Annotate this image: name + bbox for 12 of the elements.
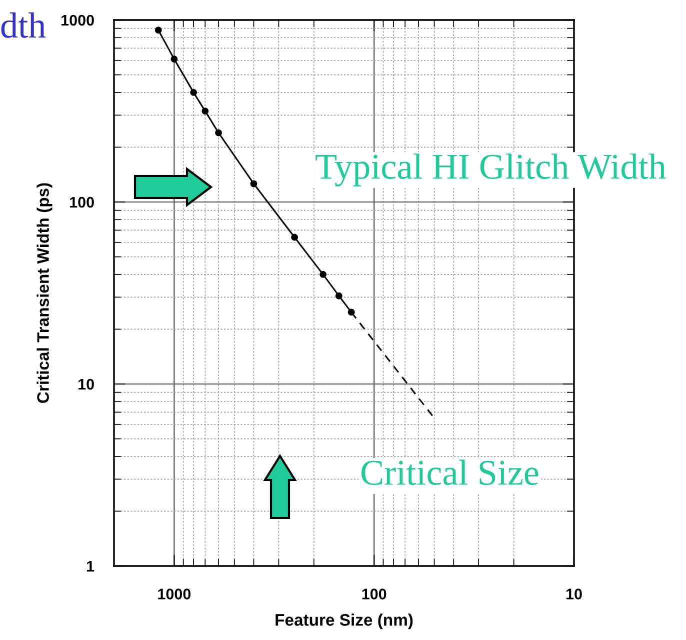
- y-tick-label: 1000: [62, 14, 94, 26]
- y-tick-label: 100: [70, 196, 94, 208]
- x-tick-label: 100: [362, 588, 386, 600]
- x-tick-label: 10: [566, 588, 582, 600]
- text: dth: [1, 12, 46, 38]
- x-tick-label: 1000: [158, 588, 191, 600]
- y-axis-title: Critical Transient Width (ps): [36, 183, 52, 403]
- x-axis-title: Feature Size (nm): [276, 614, 413, 630]
- y-tick-label: 1: [87, 561, 94, 572]
- annotation: Critical Size: [361, 460, 538, 486]
- y-tick-label: 10: [78, 378, 94, 390]
- annotation: Typical HI Glitch Width: [316, 154, 666, 186]
